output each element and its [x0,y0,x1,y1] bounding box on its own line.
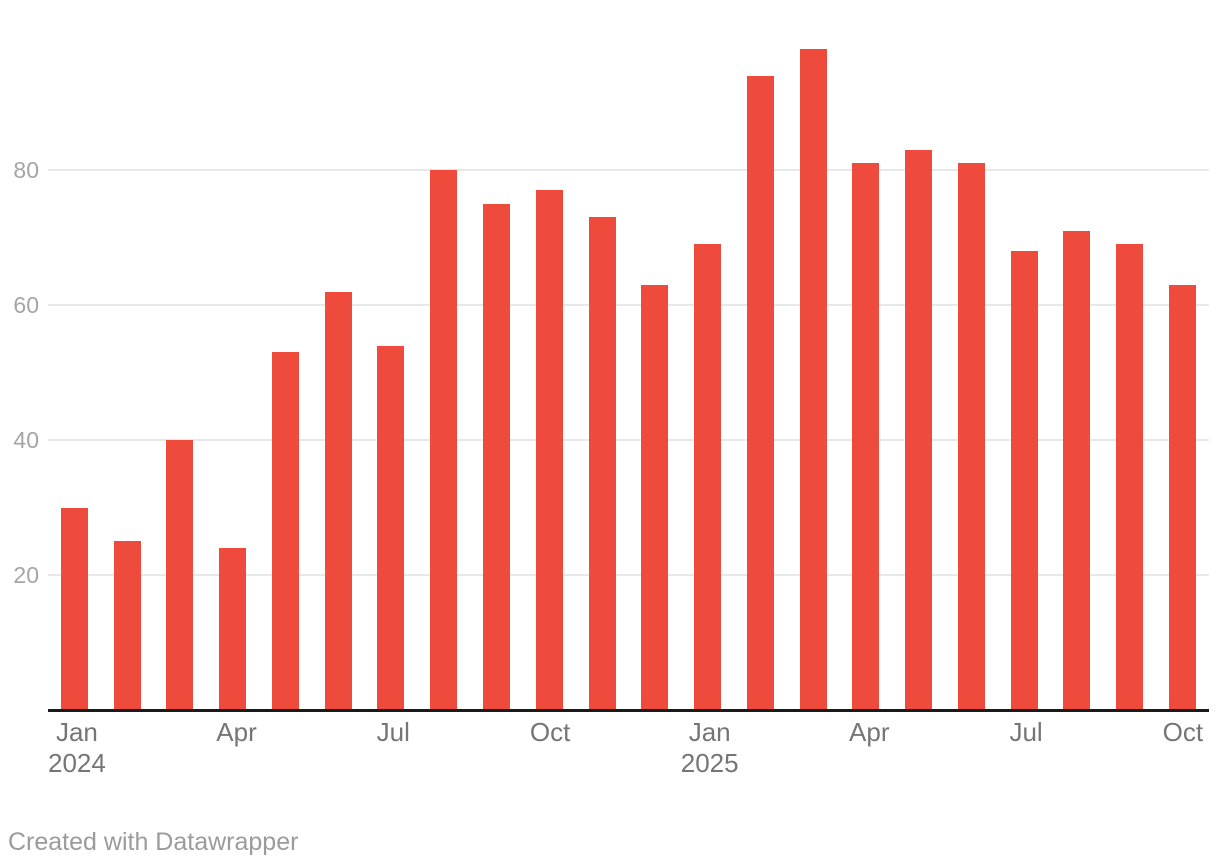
bar-aug-2024 [430,170,458,710]
bar-slot-aug-2024 [417,35,470,710]
bar-slot-jun-2025 [945,35,998,710]
x-tick-label-jan-2025: Jan [688,717,731,747]
bar-jan-2024 [60,507,88,710]
x-tick-slot-jul-2024: Jul [367,714,419,778]
gridline-80 [48,169,1209,171]
bar-slot-sep-2024 [470,35,523,710]
x-tick-slot-apr-2024: Apr [210,714,262,778]
x-tick-label-jan-2024: Jan [55,717,98,747]
bar-mar-2025 [799,48,827,710]
bar-slot-jan-2025 [681,35,734,710]
x-tick-label-jul-2025: Jul [1009,717,1043,747]
x-tick-slot-mar-2025 [791,714,843,778]
bar-slot-mar-2024 [154,35,207,710]
bar-jul-2024 [377,345,405,710]
bar-slot-apr-2025 [839,35,892,710]
bar-slot-sep-2025 [1103,35,1156,710]
bar-slot-jul-2024 [365,35,418,710]
x-tick-slot-sep-2024 [472,714,524,778]
plot-area [48,35,1209,710]
x-tick-slot-may-2024 [263,714,315,778]
x-tick-slot-feb-2025 [739,714,791,778]
gridline-20 [48,574,1209,576]
x-axis-labels: Jan 2024 Apr Jul Oct Jan 2025 Apr Jul Oct [48,714,1209,778]
x-tick-slot-feb-2024 [106,714,158,778]
bar-slot-oct-2025 [1156,35,1209,710]
bar-slot-may-2025 [892,35,945,710]
bar-slot-aug-2025 [1051,35,1104,710]
bar-jul-2025 [1010,251,1038,710]
x-tick-slot-jan-2024: Jan 2024 [48,714,106,778]
x-tick-slot-aug-2025 [1052,714,1104,778]
y-tick-label-60: 60 [13,292,39,318]
x-axis-line [48,709,1209,712]
bar-slot-jan-2024 [48,35,101,710]
x-tick-slot-nov-2024 [576,714,628,778]
x-tick-slot-jul-2025: Jul [1000,714,1052,778]
x-tick-slot-jun-2024 [315,714,367,778]
bar-mar-2024 [166,440,194,710]
bar-jan-2025 [694,244,722,710]
bar-sep-2025 [1116,244,1144,710]
bar-slot-jun-2024 [312,35,365,710]
x-tick-slot-oct-2024: Oct [524,714,576,778]
x-tick-slot-dec-2024 [629,714,681,778]
x-tick-year-2025: 2025 [680,748,739,778]
bar-slot-jul-2025 [998,35,1051,710]
gridline-60 [48,304,1209,306]
bar-apr-2024 [219,548,247,710]
gridline-40 [48,439,1209,441]
x-tick-slot-oct-2025: Oct [1157,714,1209,778]
bar-aug-2025 [1063,230,1091,710]
bar-slot-nov-2024 [576,35,629,710]
bar-jun-2024 [324,291,352,710]
bar-slot-mar-2025 [787,35,840,710]
x-tick-slot-mar-2024 [158,714,210,778]
x-tick-slot-sep-2025 [1104,714,1156,778]
x-tick-label-oct-2025: Oct [1162,717,1204,747]
x-tick-slot-aug-2024 [419,714,471,778]
datawrapper-credit-link[interactable]: Created with Datawrapper [8,828,299,856]
bar-slot-oct-2024 [523,35,576,710]
y-axis-labels: 20 40 60 80 [0,35,39,710]
bar-sep-2024 [483,203,510,710]
bar-series [48,35,1209,710]
bar-slot-feb-2025 [734,35,787,710]
x-tick-label-apr-2025: Apr [849,717,890,747]
bar-apr-2025 [852,163,880,710]
bar-oct-2025 [1168,284,1196,710]
bar-slot-may-2024 [259,35,312,710]
bar-slot-feb-2024 [101,35,154,710]
bar-feb-2024 [113,541,141,710]
bar-nov-2024 [588,217,616,710]
x-tick-label-oct-2024: Oct [529,717,571,747]
x-tick-slot-jan-2025: Jan 2025 [681,714,739,778]
x-tick-label-apr-2024: Apr [216,717,257,747]
x-tick-slot-may-2025 [895,714,947,778]
bar-oct-2024 [535,190,563,710]
bar-feb-2025 [746,75,774,710]
x-tick-slot-jun-2025 [948,714,1000,778]
bar-may-2025 [905,149,933,710]
x-tick-year-2024: 2024 [48,748,106,778]
bar-slot-apr-2024 [206,35,259,710]
x-tick-slot-apr-2025: Apr [843,714,895,778]
bar-slot-dec-2024 [628,35,681,710]
x-tick-label-jul-2024: Jul [376,717,410,747]
bar-dec-2024 [641,284,669,710]
bar-may-2024 [271,352,299,710]
y-tick-label-80: 80 [13,157,39,183]
y-tick-label-20: 20 [13,562,39,588]
bar-jun-2025 [957,163,985,710]
y-tick-label-40: 40 [13,427,39,453]
